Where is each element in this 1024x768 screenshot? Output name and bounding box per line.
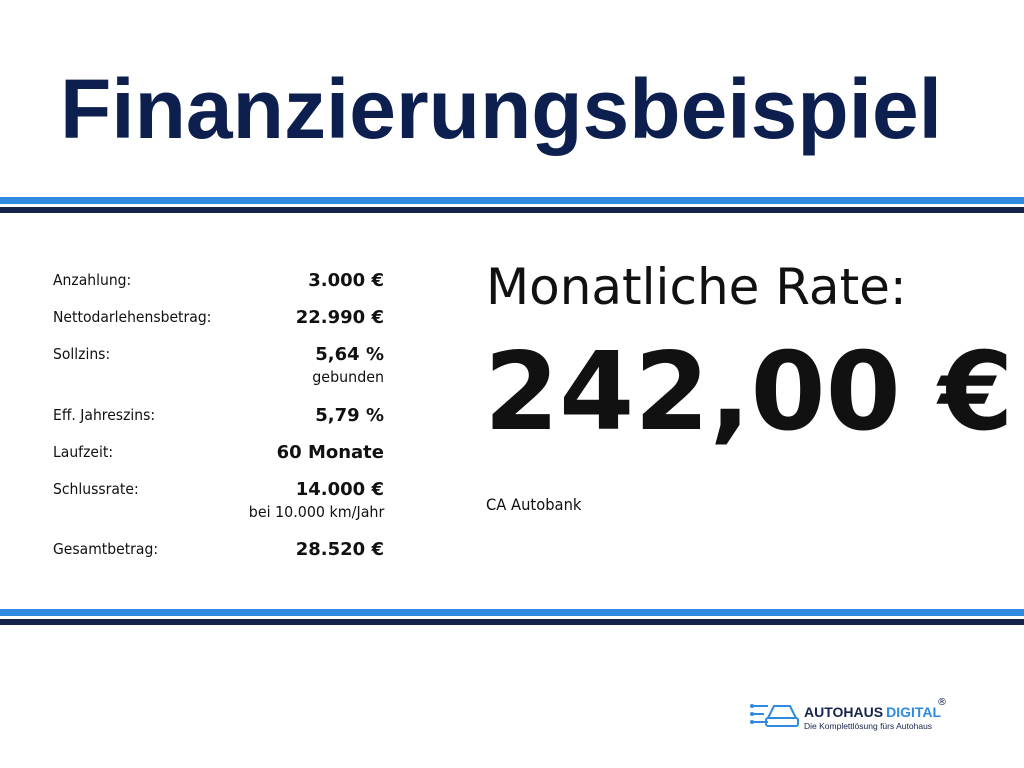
bank: CA Autobank: [486, 495, 582, 514]
logo-name: AUTOHAUS DIGITAL: [804, 704, 941, 720]
row-value: 22.990 €: [295, 307, 384, 328]
title-area: Finanzierungsbeispiel: [60, 62, 942, 156]
row-label: Laufzeit:: [53, 443, 114, 461]
row-label: Anzahlung:: [53, 271, 132, 289]
divider: [0, 609, 1024, 616]
row-value: 28.520 €: [295, 539, 384, 560]
logo-name-dark: AUTOHAUS: [804, 704, 884, 720]
row-label: Schlussrate:: [53, 480, 139, 498]
divider: [0, 207, 1024, 213]
logo-tagline: Die Komplettlösung fürs Autohaus: [804, 721, 933, 731]
row-label: Gesamtbetrag:: [53, 540, 159, 558]
rate-label: Monatliche Rate:: [486, 258, 907, 316]
page-title: Finanzierungsbeispiel: [60, 62, 942, 156]
row-value: 5,64 %: [315, 344, 384, 365]
row-label: Sollzins:: [53, 345, 111, 363]
logo-name-blue: DIGITAL: [886, 704, 942, 720]
divider: [0, 619, 1024, 625]
row-note: bei 10.000 km/Jahr: [248, 503, 384, 521]
row-value: 14.000 €: [295, 479, 384, 500]
logo-icon: [750, 704, 799, 727]
row-value: 3.000 €: [308, 270, 384, 291]
row-note: gebunden: [312, 368, 384, 386]
row-label: Nettodarlehensbetrag:: [53, 308, 212, 326]
logo-registered: ®: [937, 697, 947, 708]
row-value: 5,79 %: [315, 405, 384, 426]
row-value: 60 Monate: [276, 442, 384, 463]
rate-amount: 242,00 €: [484, 330, 1014, 455]
divider: [0, 197, 1024, 204]
row-label: Eff. Jahreszins:: [53, 406, 156, 424]
